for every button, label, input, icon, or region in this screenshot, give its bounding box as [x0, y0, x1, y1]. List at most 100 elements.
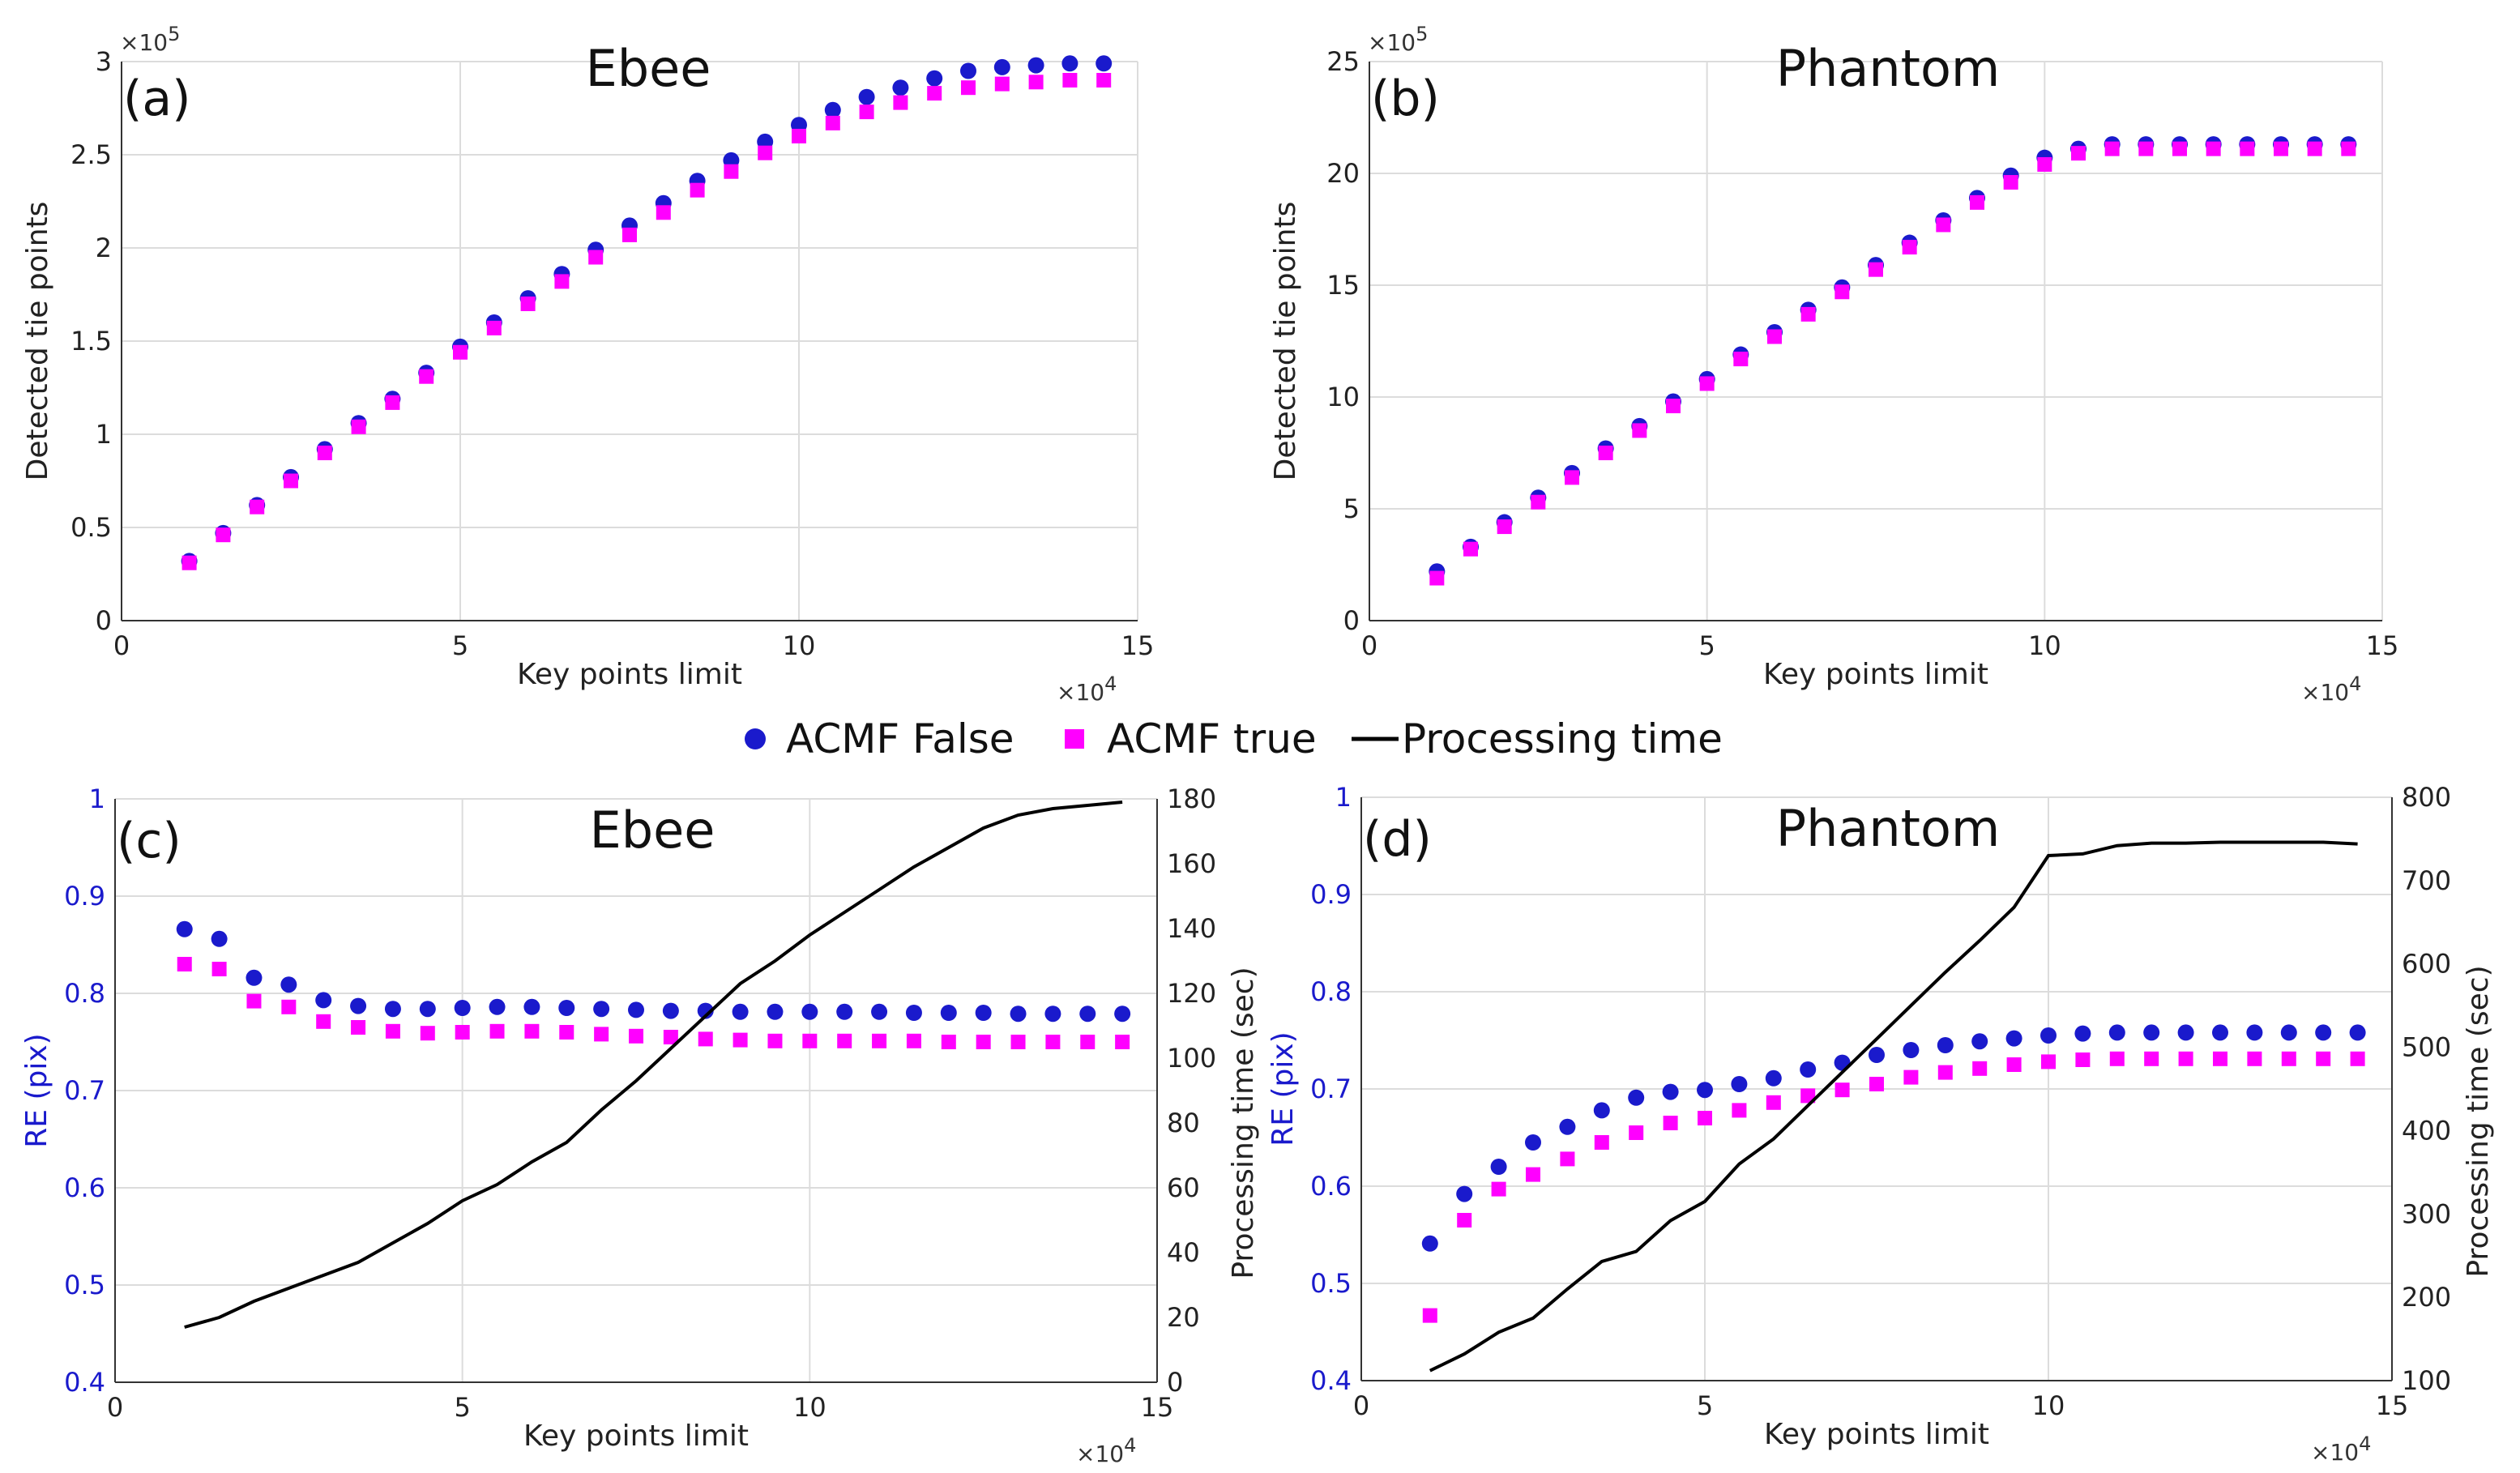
- data-point-acmf-false: [905, 1005, 922, 1021]
- data-point-acmf-true: [961, 80, 976, 96]
- y-tick-label: 0.7: [64, 1075, 105, 1106]
- x-tick-label: 15: [2366, 630, 2399, 661]
- data-point-acmf-true: [211, 962, 227, 976]
- data-point-acmf-true: [486, 320, 502, 335]
- data-point-acmf-false: [926, 70, 943, 87]
- data-point-acmf-false: [280, 976, 297, 993]
- data-point-acmf-false: [1044, 1005, 1061, 1023]
- panel-b: 0 5 10 15 0 5 10 15 20 25 Key points limit Detected…: [1269, 23, 2398, 706]
- x-exponent-label: ×104: [1057, 672, 1117, 706]
- y2-tick-label: 300: [2402, 1198, 2451, 1229]
- chart-title: Ebee: [590, 801, 715, 860]
- data-point-acmf-true: [1663, 1116, 1678, 1130]
- data-point-acmf-false: [2108, 1024, 2125, 1041]
- data-point-acmf-true: [1028, 75, 1044, 90]
- data-point-acmf-true: [941, 1035, 956, 1049]
- data-point-acmf-true: [825, 115, 840, 130]
- data-point-acmf-false: [1114, 1005, 1131, 1023]
- data-point-acmf-false: [1971, 1033, 1988, 1050]
- data-point-acmf-true: [2316, 1051, 2331, 1066]
- data-point-acmf-true: [1632, 423, 1647, 438]
- data-point-acmf-true: [1629, 1125, 1644, 1140]
- data-point-acmf-false: [1061, 55, 1078, 72]
- data-point-acmf-true: [1096, 73, 1112, 88]
- y2-tick-label: 600: [2402, 949, 2451, 980]
- data-point-acmf-true: [420, 1026, 435, 1041]
- data-point-acmf-true: [177, 957, 192, 971]
- y-tick-label: 15: [1326, 270, 1360, 301]
- y-axis-label: Detected tie points: [1269, 202, 1302, 481]
- y-axis-label: RE (pix): [1266, 1031, 1300, 1146]
- y-tick-label: 1: [96, 419, 112, 450]
- data-point-acmf-true: [1565, 470, 1579, 485]
- x-axis-label: Key points limit: [1763, 658, 1988, 691]
- y2-tick-label: 800: [2402, 782, 2451, 813]
- x-tick-label: 10: [2032, 1390, 2065, 1421]
- data-point-acmf-false: [1559, 1118, 1576, 1135]
- data-point-acmf-true: [520, 297, 536, 311]
- legend-marker-square: [1065, 729, 1084, 749]
- data-point-acmf-false: [350, 997, 367, 1014]
- data-point-acmf-true: [994, 76, 1010, 92]
- y-axis-label: Detected tie points: [21, 202, 54, 481]
- data-point-acmf-false: [1027, 57, 1044, 74]
- data-point-acmf-true: [1766, 1095, 1781, 1110]
- y2-tick-label: 120: [1167, 978, 1216, 1009]
- data-point-acmf-true: [976, 1035, 991, 1049]
- data-point-acmf-false: [2315, 1024, 2332, 1041]
- data-point-acmf-true: [733, 1032, 748, 1048]
- y2-tick-label: 40: [1167, 1237, 1200, 1268]
- data-point-acmf-true: [2003, 175, 2018, 190]
- data-point-acmf-false: [993, 58, 1010, 75]
- data-point-acmf-true: [351, 1020, 366, 1035]
- data-point-acmf-false: [1697, 1082, 1713, 1099]
- data-point-acmf-false: [1800, 1061, 1817, 1078]
- data-point-acmf-true: [1560, 1151, 1575, 1167]
- data-point-acmf-false: [628, 1001, 644, 1018]
- x-tick-label: 0: [113, 630, 130, 661]
- data-point-acmf-false: [558, 1000, 575, 1016]
- data-point-acmf-false: [2177, 1024, 2194, 1041]
- data-point-acmf-true: [250, 499, 265, 514]
- x-axis-label: Key points limit: [1764, 1418, 1989, 1451]
- data-point-acmf-true: [1869, 262, 1883, 277]
- y-tick-label: 20: [1326, 158, 1360, 189]
- legend-label: ACMF False: [786, 715, 1014, 762]
- data-point-acmf-false: [1096, 55, 1113, 72]
- data-point-acmf-false: [975, 1005, 992, 1021]
- data-point-acmf-true: [1699, 376, 1715, 391]
- x-tick-label: 0: [1361, 630, 1377, 661]
- data-point-acmf-true: [1936, 217, 1951, 233]
- y-tick-label: 25: [1326, 46, 1360, 77]
- chart-title: Phantom: [1776, 39, 2001, 98]
- x-tick-label: 10: [793, 1392, 826, 1423]
- data-point-acmf-false: [2040, 1027, 2057, 1044]
- panel-d: 0 5 10 15 0.4 0.5 0.6 0.7 0.8 0.9 1 100 200 300 400 500…: [1266, 782, 2495, 1466]
- y-tick-label: 2: [96, 233, 112, 263]
- data-point-acmf-true: [1972, 1061, 1988, 1076]
- x-exponent-label: ×104: [2301, 672, 2361, 706]
- y-exponent-label: ×105: [120, 23, 180, 56]
- data-point-acmf-true: [453, 344, 468, 360]
- y-axis-label: RE (pix): [20, 1033, 53, 1147]
- legend: ACMF False ACMF true Processing time: [745, 715, 1723, 762]
- y-tick-label: 0.9: [64, 881, 105, 912]
- data-point-acmf-true: [1457, 1213, 1472, 1228]
- data-point-acmf-true: [182, 555, 197, 570]
- data-point-acmf-true: [1429, 570, 1445, 586]
- y2-tick-label: 500: [2402, 1032, 2451, 1063]
- y2-tick-label: 140: [1167, 913, 1216, 944]
- data-point-acmf-true: [2109, 1051, 2125, 1066]
- panel-label: (a): [123, 70, 191, 127]
- data-point-acmf-false: [1421, 1235, 1438, 1252]
- y2-tick-label: 200: [2402, 1282, 2451, 1313]
- data-point-acmf-false: [593, 1001, 610, 1018]
- data-point-acmf-false: [2246, 1024, 2263, 1041]
- panel-c: 0 5 10 150.40.50.60.70.80.91020406080100120…: [20, 783, 1260, 1467]
- y-tick-label: 0.6: [1310, 1171, 1352, 1202]
- data-point-acmf-true: [489, 1023, 505, 1039]
- data-point-acmf-false: [2143, 1024, 2160, 1041]
- data-point-acmf-true: [2178, 1051, 2193, 1066]
- data-point-acmf-true: [837, 1033, 852, 1048]
